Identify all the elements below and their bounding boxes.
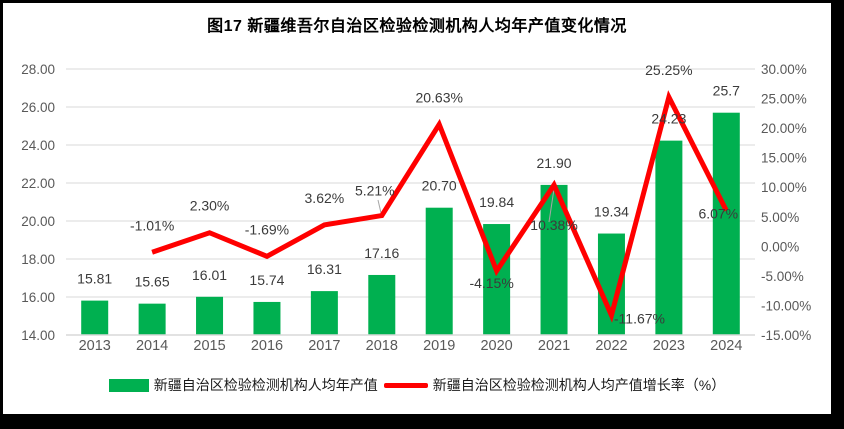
chart-title: 图17 新疆维吾尔自治区检验检测机构人均年产值变化情况 [207, 18, 627, 35]
y-axis-left-tick-label: 22.00 [21, 176, 55, 191]
line-series-swatch [383, 382, 428, 388]
bar [196, 296, 224, 335]
growth-value-label: 2.30% [190, 198, 230, 214]
bar [712, 112, 740, 335]
legend-label-bar-series: 新疆自治区检验检测机构人均年产值 [153, 377, 378, 393]
label-leader-line [377, 199, 382, 214]
x-axis-year-label: 2020 [480, 338, 512, 354]
x-axis-year-label: 2018 [366, 338, 398, 354]
y-axis-left-tick-label: 26.00 [21, 100, 55, 115]
bar-value-label: 15.65 [135, 274, 170, 290]
y-axis-right-tick-label: -5.00% [761, 269, 804, 284]
x-axis-year-label: 2021 [538, 338, 570, 354]
y-axis-right-tick-label: 15.00% [761, 151, 807, 166]
bar-series-swatch [108, 378, 149, 392]
legend-label-line-series: 新疆自治区检验检测机构人均产值增长率（%） [432, 377, 726, 393]
bar-value-label: 16.31 [307, 261, 342, 277]
y-axis-right-tick-label: 10.00% [761, 180, 807, 195]
y-axis-left-tick-label: 28.00 [21, 62, 55, 77]
x-axis-year-label: 2014 [136, 338, 168, 354]
bar-value-label: 15.81 [77, 271, 112, 287]
bar-value-label: 20.70 [422, 178, 457, 194]
chart-svg: 28.00 26.00 24.00 22.00 20.00 18.00 16.00 14.00… [21, 62, 811, 354]
bar [310, 291, 338, 335]
x-axis-year-label: 2022 [595, 338, 627, 354]
bar-value-label: 24.23 [651, 111, 686, 127]
chart-canvas: 图17 新疆维吾尔自治区检验检测机构人均年产值变化情况 28.00 26.00 24… [3, 3, 831, 414]
x-axis-year-label: 2017 [308, 338, 340, 354]
y-axis-left-tick-label: 18.00 [21, 252, 55, 267]
bar [138, 303, 166, 335]
bar-value-label: 16.01 [192, 267, 227, 283]
x-axis-year-label: 2019 [423, 338, 455, 354]
legend-item-line-series: 新疆自治区检验检测机构人均产值增长率（%） [383, 375, 726, 395]
x-axis-year-label: 2023 [653, 338, 685, 354]
bar-value-label: 17.16 [364, 245, 399, 261]
label-leader-line [548, 188, 555, 223]
growth-value-label: 20.63% [415, 89, 462, 105]
growth-value-label: 10.38% [530, 217, 577, 233]
chart-legend: 新疆自治区检验检测机构人均年产值 新疆自治区检验检测机构人均产值增长率（%） [3, 375, 831, 395]
y-axis-left-tick-label: 14.00 [21, 328, 55, 343]
y-axis-right-tick-label: 25.00% [761, 92, 807, 107]
bar [81, 300, 109, 335]
x-axis-year-label: 2024 [710, 338, 742, 354]
growth-value-label: 5.21% [355, 183, 395, 199]
bar-value-label: 19.84 [479, 194, 514, 210]
x-axis-year-label: 2016 [251, 338, 283, 354]
growth-line [151, 90, 729, 323]
bar [425, 207, 453, 335]
bar [655, 140, 683, 335]
y-axis-left-tick-label: 16.00 [21, 290, 55, 305]
bar [253, 301, 281, 335]
bar-value-label: 19.34 [594, 204, 629, 220]
bar [368, 274, 396, 335]
growth-value-label: -11.67% [614, 310, 665, 326]
x-axis-year-label: 2015 [193, 338, 225, 354]
bar-value-label: 15.74 [249, 272, 284, 288]
y-axis-right-tick-label: 20.00% [761, 121, 807, 136]
x-axis-year-label: 2013 [79, 338, 111, 354]
growth-value-label: 6.07% [698, 205, 738, 221]
y-axis-right-tick-label: 5.00% [761, 210, 799, 225]
growth-value-label: 3.62% [305, 190, 345, 206]
y-axis-right-tick-label: -15.00% [761, 328, 811, 343]
y-axis-right-tick-label: 30.00% [761, 62, 807, 77]
y-axis-right-tick-label: 0.00% [761, 239, 799, 254]
growth-value-label: -4.15% [469, 275, 513, 291]
growth-value-label: 25.25% [645, 62, 692, 78]
y-axis-left-tick-label: 24.00 [21, 138, 55, 153]
legend-item-bar-series: 新疆自治区检验检测机构人均年产值 [108, 375, 378, 395]
bar-value-label: 25.7 [713, 83, 740, 99]
y-axis-right-tick-label: -10.00% [761, 298, 811, 313]
bar-value-label: 21.90 [537, 155, 572, 171]
growth-value-label: -1.69% [245, 221, 289, 237]
y-axis-left-tick-label: 20.00 [21, 214, 55, 229]
growth-value-label: -1.01% [130, 217, 174, 233]
